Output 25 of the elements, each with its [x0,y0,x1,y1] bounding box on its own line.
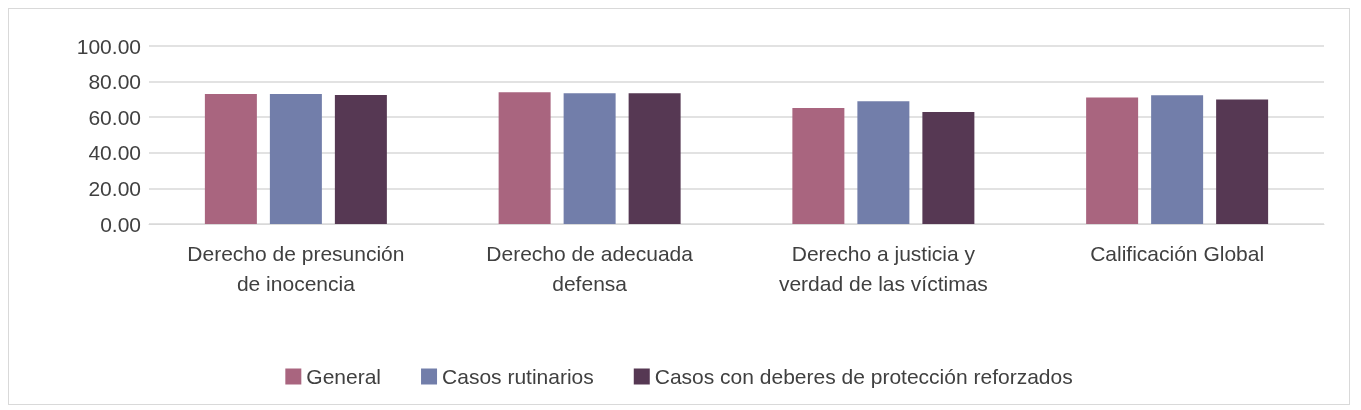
x-tick-label: Calificación Global [1090,241,1265,265]
bar [204,94,257,224]
x-tick-label: Derecho de presunción de inocencia [187,241,405,295]
y-tick-label: 60.00 [88,105,141,129]
bar [1216,99,1269,224]
bar [1151,95,1204,224]
legend-label: Casos con deberes de protección reforzados [654,365,1073,388]
bar [498,92,551,224]
legend-label: General [306,365,382,388]
bar [628,93,681,224]
x-tick-label: Derecho de adecuada defensa [486,241,694,295]
legend-label: Casos rutinarios [442,365,594,388]
y-tick-label: 100.00 [76,34,141,58]
bar [269,94,322,224]
x-tick-label: Derecho a justicia y verdad de las víctimas [778,241,988,295]
y-tick-label: 20.00 [88,176,141,200]
bar [792,107,845,224]
y-tick-label: 40.00 [88,141,141,165]
bar [1086,97,1139,224]
bar [334,94,387,224]
y-tick-label: 80.00 [88,70,141,94]
bar [857,101,910,224]
y-tick-label: 0.00 [100,212,141,236]
bar [563,93,616,224]
bar [922,112,975,224]
